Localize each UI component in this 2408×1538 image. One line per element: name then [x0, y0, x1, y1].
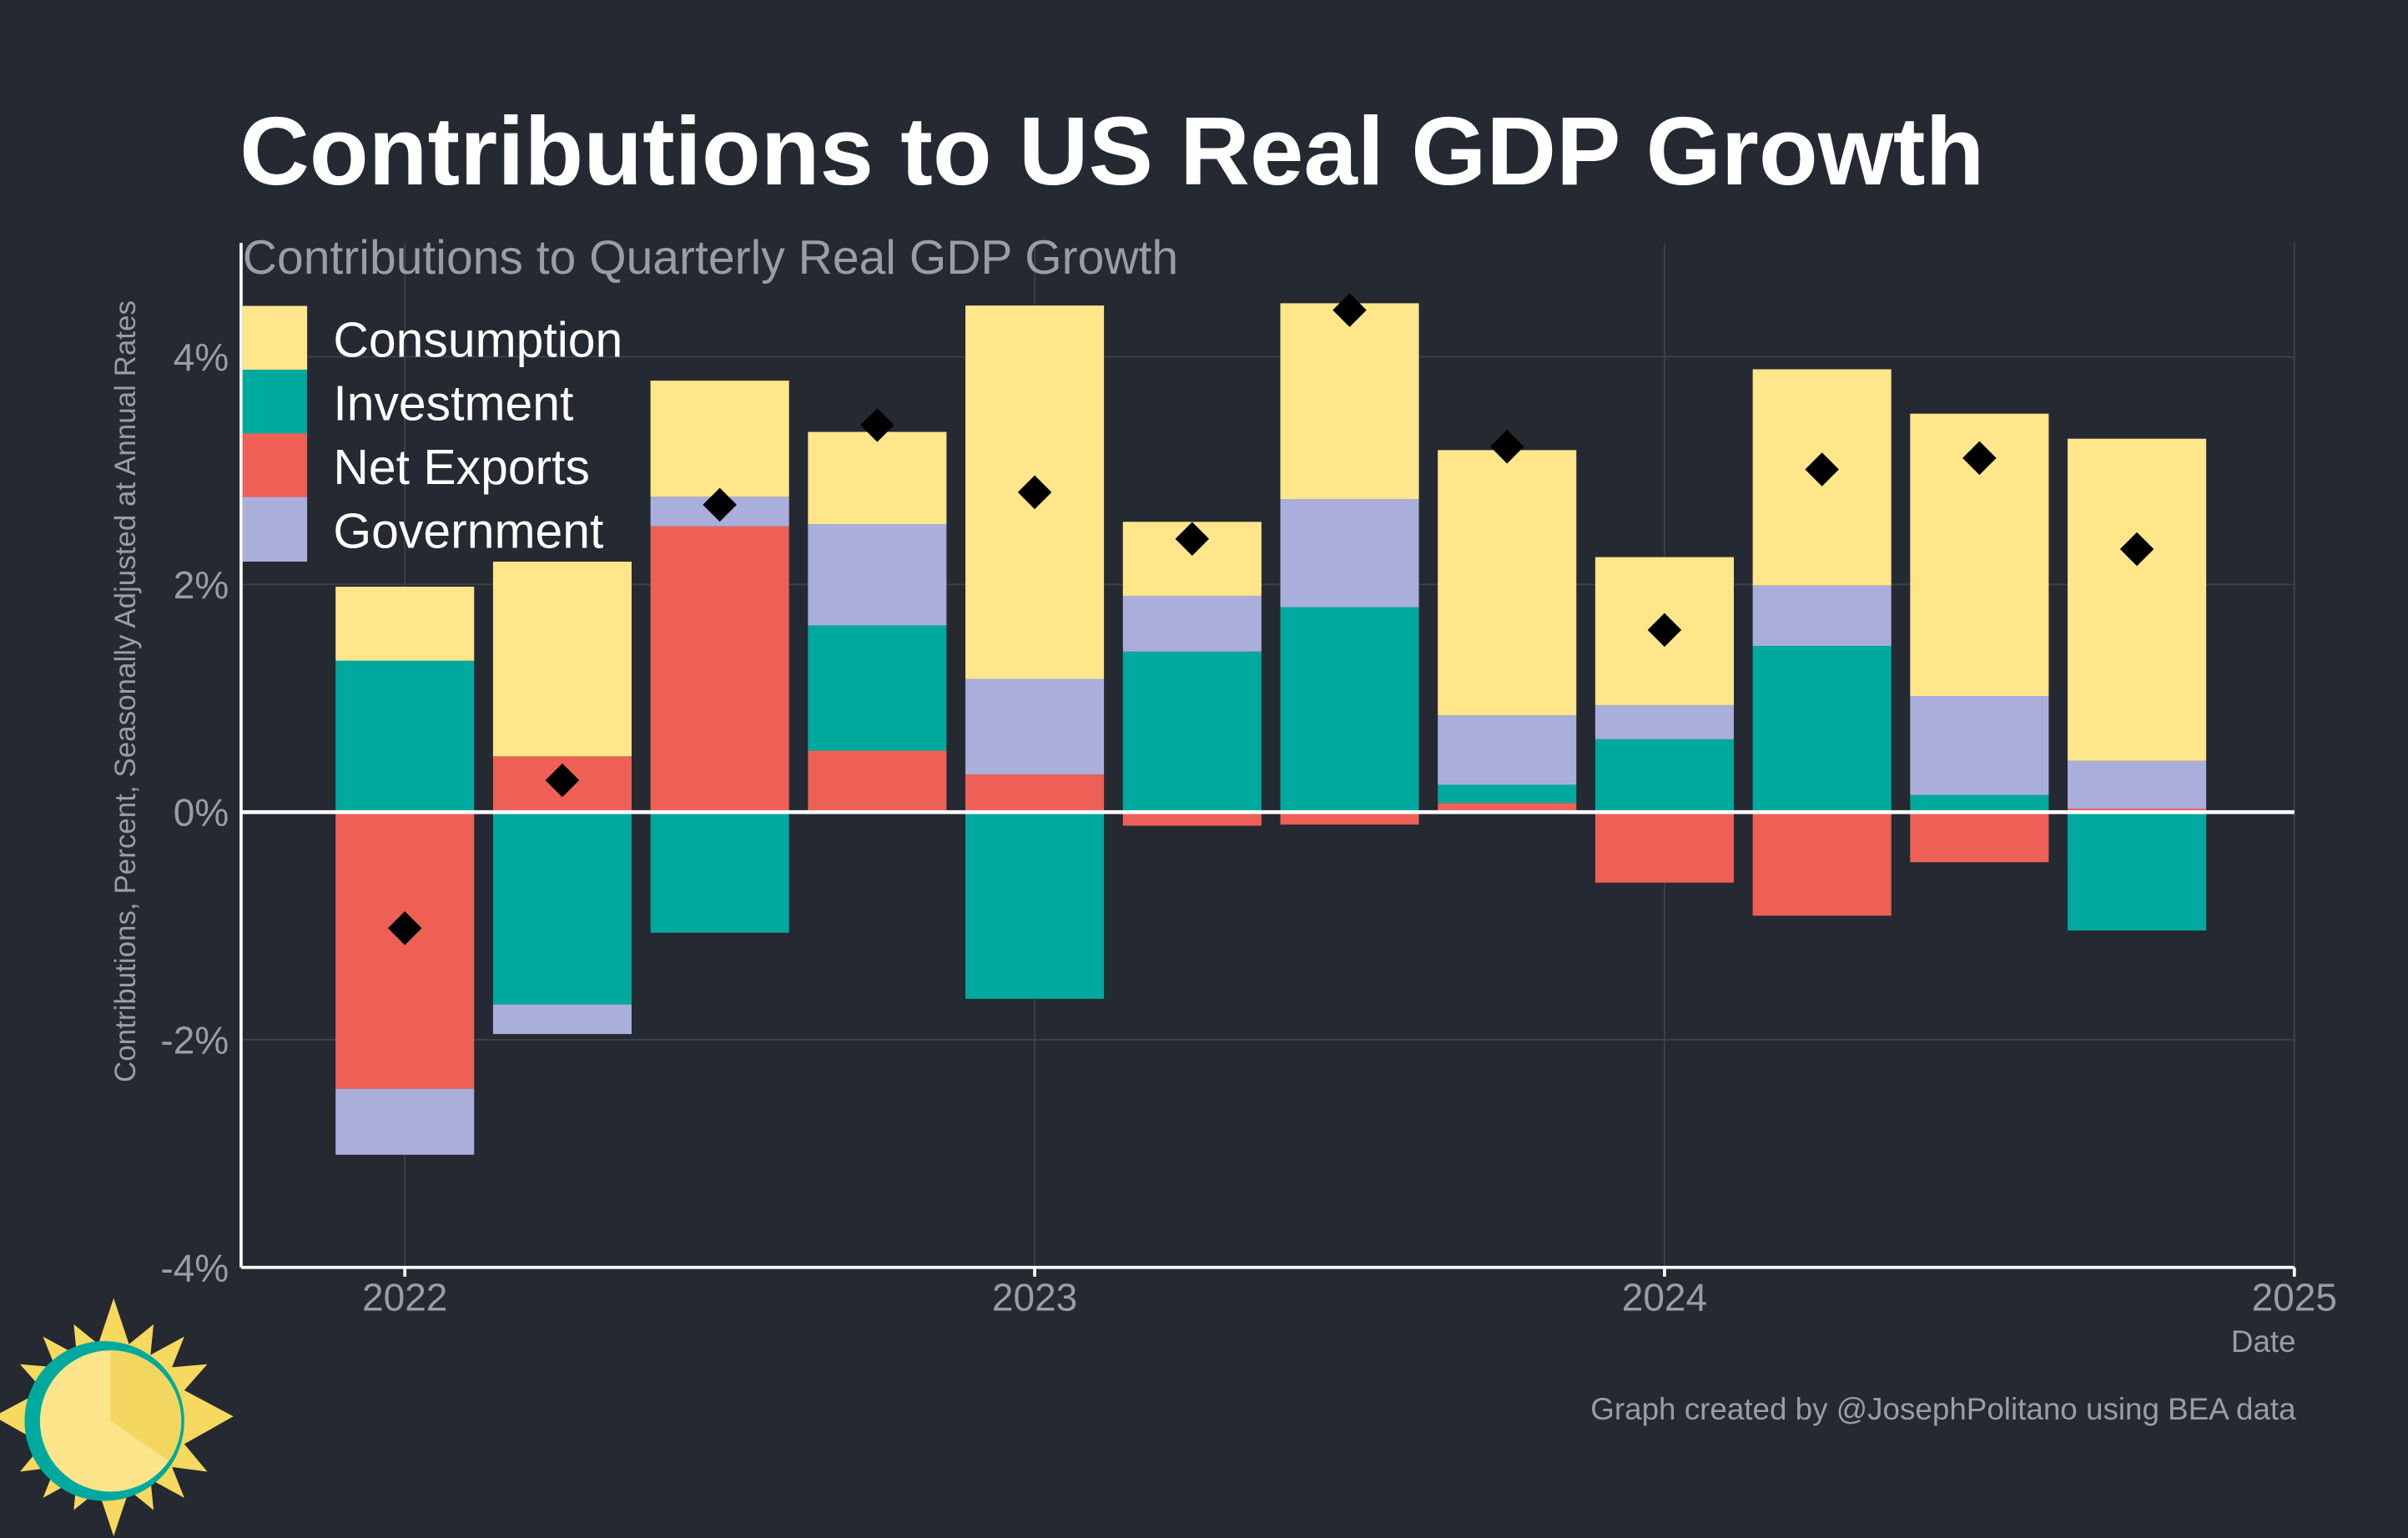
bar-segment: [1438, 784, 1577, 804]
logo-slice: [110, 1350, 182, 1461]
bar-segment: [808, 625, 947, 751]
legend-swatch: [242, 497, 308, 562]
bar-segment: [650, 812, 789, 933]
y-tick-label: 0%: [174, 791, 229, 835]
bar-segment: [1910, 812, 2049, 863]
bar-segment: [2068, 438, 2207, 761]
bar-segment: [1438, 803, 1577, 813]
legend-swatch: [242, 433, 308, 498]
credit: Graph created by @JosephPolitano using B…: [1590, 1392, 2296, 1426]
x-tick-label: 2025: [2252, 1275, 2337, 1319]
total-marker: [703, 487, 737, 522]
bar-segment: [335, 587, 475, 661]
chart-title: Contributions to US Real GDP Growth: [239, 97, 1984, 205]
bar-segment: [1280, 303, 1419, 500]
total-marker: [1175, 522, 1210, 557]
bar-segment: [492, 1004, 632, 1035]
bar-segment: [1122, 651, 1262, 813]
bar-segment: [650, 526, 789, 813]
bar-segment: [1280, 607, 1419, 813]
bar-segment: [1910, 696, 2049, 795]
bar-segment: [335, 1088, 475, 1155]
bar-segment: [1280, 499, 1419, 608]
bar-segment: [335, 812, 475, 1089]
x-tick-label: 2023: [992, 1275, 1077, 1319]
bar-segment: [1752, 812, 1892, 916]
y-axis-label: Contributions, Percent, Seasonally Adjus…: [109, 300, 142, 1082]
bar-segment: [1752, 645, 1892, 813]
bar-segment: [965, 774, 1105, 813]
bar-segment: [808, 431, 947, 525]
total-marker: [545, 763, 580, 798]
total-marker: [1805, 452, 1839, 487]
bar-segment: [2068, 760, 2207, 809]
y-tick-label: 4%: [174, 335, 229, 379]
x-axis-label: Date: [2231, 1324, 2296, 1359]
legend-label: Investment: [333, 377, 573, 431]
y-tick-label: 2%: [174, 563, 229, 607]
total-marker: [1489, 430, 1524, 464]
bar-segment: [492, 812, 632, 1005]
legend-swatch: [242, 369, 308, 435]
legend: Consumption Investment Net Exports Governme…: [242, 305, 622, 562]
total-marker: [860, 408, 894, 442]
legend-label: Consumption: [333, 313, 622, 367]
axes: -4% -2% 0% 2% 4% 2022 2023 2024 2025: [160, 243, 2337, 1319]
bar-segment: [808, 750, 947, 813]
bar-segment: [1594, 739, 1734, 813]
x-tick-label: 2022: [362, 1275, 447, 1319]
bar-segment: [1752, 585, 1892, 646]
bars: [335, 303, 2207, 1155]
bar-segment: [1594, 704, 1734, 739]
y-tick-label: -4%: [160, 1246, 229, 1289]
total-marker: [1647, 613, 1682, 648]
logo: [0, 1298, 234, 1536]
bar-segment: [965, 812, 1105, 999]
bar-segment: [492, 562, 632, 757]
legend-label: Net Exports: [333, 441, 590, 495]
bar-segment: [2068, 812, 2207, 931]
legend-swatch: [242, 305, 308, 371]
chart-subtitle: Contributions to Quarterly Real GDP Grow…: [243, 231, 1178, 285]
bar-segment: [1438, 450, 1577, 716]
bar-segment: [1594, 812, 1734, 883]
bar-segment: [965, 678, 1105, 775]
bar-segment: [1910, 794, 2049, 813]
legend-label: Government: [333, 504, 603, 558]
bar-segment: [1122, 595, 1262, 652]
x-tick-label: 2024: [1622, 1275, 1707, 1319]
bar-segment: [1438, 715, 1577, 785]
bar-segment: [1280, 812, 1419, 825]
bar-segment: [1122, 812, 1262, 826]
bar-segment: [808, 524, 947, 626]
y-tick-label: -2%: [160, 1019, 229, 1062]
bar-segment: [335, 660, 475, 813]
bar-segment: [650, 381, 789, 497]
